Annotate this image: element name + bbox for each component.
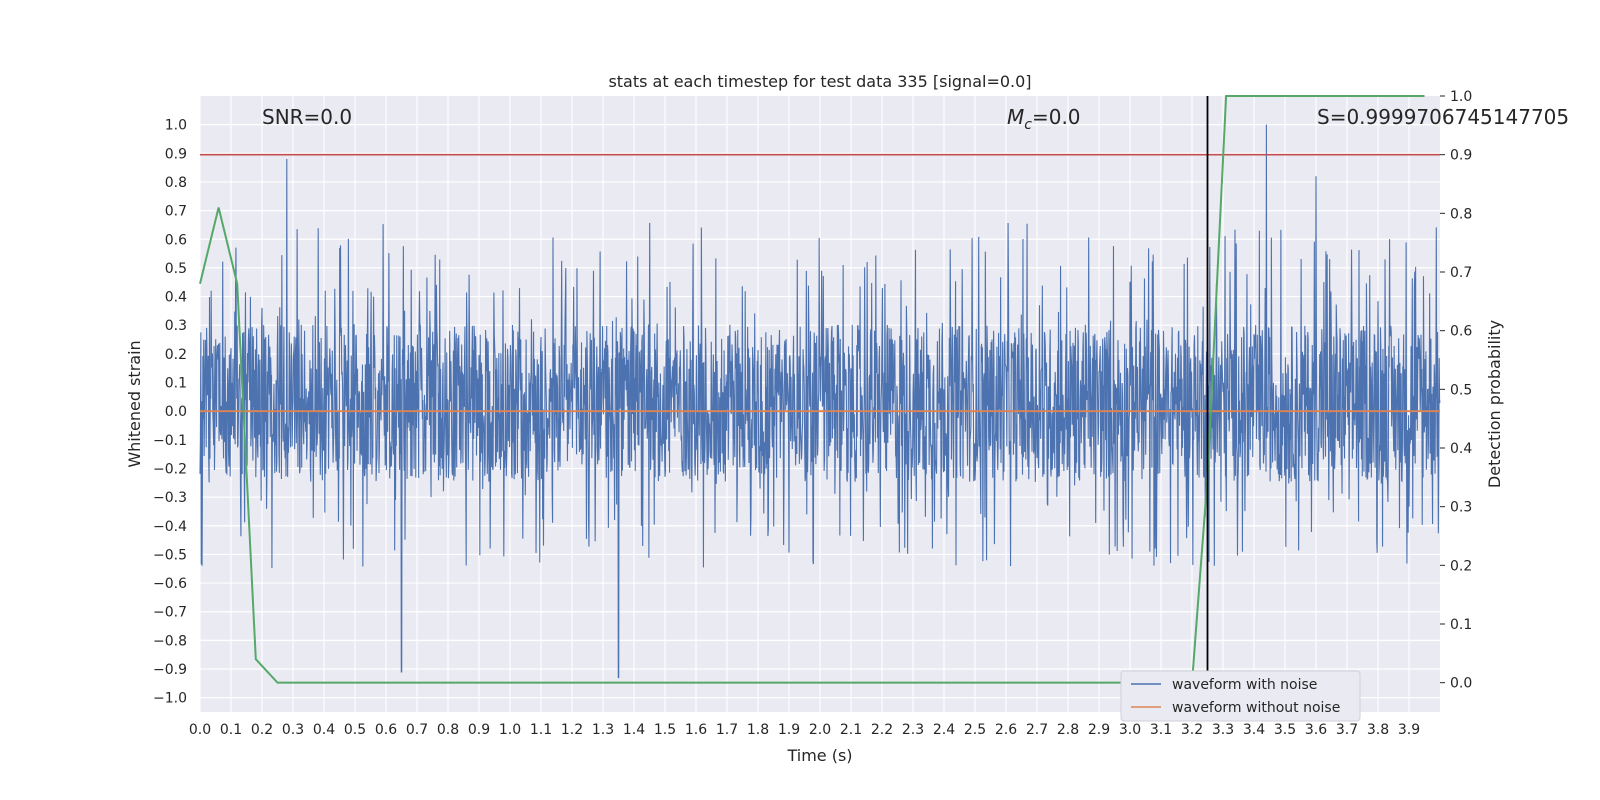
x-tick-label: 0.0 [189,722,211,738]
y2-tick-label: 0.0 [1450,676,1472,692]
x-tick-label: 1.7 [716,722,738,738]
x-tick-label: 0.2 [251,722,273,738]
x-tick-label: 0.1 [220,722,242,738]
y2-tick-label: 0.4 [1450,441,1472,457]
x-tick-label: 2.0 [809,722,831,738]
legend-label-noise: waveform with noise [1172,677,1317,693]
y-tick-label: −1.0 [153,691,187,707]
ticks: 0.0 0.1 0.2 0.3 0.4 0.5 0.6 0.7 0.8 0.9 1.0 1.1 1.2 1… [153,89,1472,738]
y2-axis-label: Detection probability [1485,320,1504,488]
x-tick-label: 1.8 [747,722,769,738]
y-tick-label: 1.0 [165,118,187,134]
x-tick-label: 1.2 [561,722,583,738]
y-tick-label: 0.7 [165,204,187,220]
y2-tick-label: 0.7 [1450,265,1472,281]
y2-tick-label: 0.2 [1450,558,1472,574]
x-tick-label: 2.7 [1026,722,1048,738]
x-tick-label: 3.3 [1212,722,1234,738]
x-tick-label: 1.4 [623,722,645,738]
x-tick-label: 3.0 [1119,722,1141,738]
y-tick-label: −0.7 [153,605,187,621]
x-tick-label: 0.3 [282,722,304,738]
y2-tick-label: 0.9 [1450,148,1472,164]
legend-box [1120,670,1361,722]
x-tick-label: 2.3 [902,722,924,738]
y2-tick-label: 1.0 [1450,89,1472,105]
y-tick-label: 0.4 [165,290,187,306]
y-tick-label: −0.4 [153,519,187,535]
y2-tick-label: 0.5 [1450,382,1472,398]
mc-symbol: M [1007,105,1024,129]
y-tick-label: −0.8 [153,633,187,649]
series-waveform-with-noise [199,124,1441,679]
y-tick-label: −0.2 [153,461,187,477]
y-tick-label: 0.5 [165,261,187,277]
y2-tick-label: 0.1 [1450,617,1472,633]
x-tick-label: 0.8 [437,722,459,738]
x-tick-label: 3.2 [1181,722,1203,738]
y-tick-label: 0.0 [165,404,187,420]
x-tick-label: 2.2 [871,722,893,738]
x-tick-label: 2.1 [840,722,862,738]
x-tick-label: 2.8 [1057,722,1079,738]
x-tick-label: 1.0 [499,722,521,738]
x-tick-label: 2.5 [964,722,986,738]
snr-annotation: SNR=0.0 [262,105,352,129]
y-tick-label: −0.1 [153,433,187,449]
x-tick-label: 1.9 [778,722,800,738]
mc-value: =0.0 [1032,105,1081,129]
chart-title: stats at each timestep for test data 335… [608,72,1031,91]
y-axis-label: Whitened strain [125,340,144,467]
mc-subscript: c [1024,117,1032,133]
x-tick-label: 0.6 [375,722,397,738]
score-annotation: S=0.9999706745147705 [1317,105,1569,129]
x-tick-label: 0.5 [344,722,366,738]
x-tick-label: 2.4 [933,722,955,738]
x-tick-label: 1.3 [592,722,614,738]
y2-tick-label: 0.3 [1450,500,1472,516]
legend-label-clean: waveform without noise [1172,700,1340,716]
mc-annotation: Mc=0.0 [1007,105,1081,133]
y-tick-label: 0.1 [165,376,187,392]
x-tick-label: 1.1 [530,722,552,738]
x-tick-label: 2.9 [1088,722,1110,738]
x-tick-label: 3.1 [1150,722,1172,738]
series-detection-probability [199,95,1425,684]
x-tick-label: 3.6 [1305,722,1327,738]
x-tick-label: 3.5 [1274,722,1296,738]
y-tick-label: −0.3 [153,490,187,506]
legend: waveform with noise waveform without noi… [1120,670,1361,722]
y-tick-label: 0.3 [165,318,187,334]
x-tick-label: 3.9 [1398,722,1420,738]
y-tick-label: 0.9 [165,146,187,162]
x-tick-label: 3.4 [1243,722,1265,738]
series-layer [199,95,1441,708]
y-tick-label: −0.9 [153,662,187,678]
y-tick-label: 0.2 [165,347,187,363]
x-tick-label: 0.4 [313,722,335,738]
y2-tick-label: 0.8 [1450,206,1472,222]
y-tick-label: 0.6 [165,232,187,248]
x-tick-label: 2.6 [995,722,1017,738]
y2-tick-label: 0.6 [1450,324,1472,340]
x-tick-label: 3.7 [1336,722,1358,738]
y-tick-label: −0.6 [153,576,187,592]
y-tick-label: 0.8 [165,175,187,191]
x-tick-label: 0.9 [468,722,490,738]
y-tick-label: −0.5 [153,547,187,563]
x-tick-label: 0.7 [406,722,428,738]
x-axis-label: Time (s) [786,746,852,765]
x-tick-label: 3.8 [1367,722,1389,738]
x-tick-label: 1.5 [654,722,676,738]
x-tick-label: 1.6 [685,722,707,738]
